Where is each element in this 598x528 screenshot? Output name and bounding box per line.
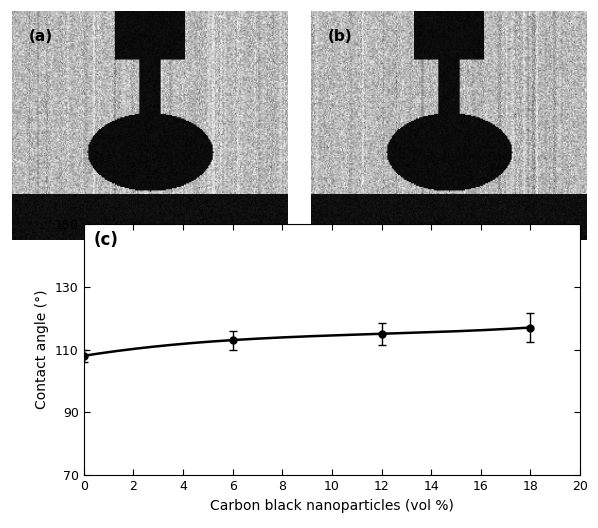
Text: (a): (a) [29,29,53,44]
Text: (b): (b) [328,29,352,44]
X-axis label: Carbon black nanoparticles (vol %): Carbon black nanoparticles (vol %) [210,498,454,513]
Text: (c): (c) [94,231,118,249]
Y-axis label: Contact angle (°): Contact angle (°) [35,290,50,409]
